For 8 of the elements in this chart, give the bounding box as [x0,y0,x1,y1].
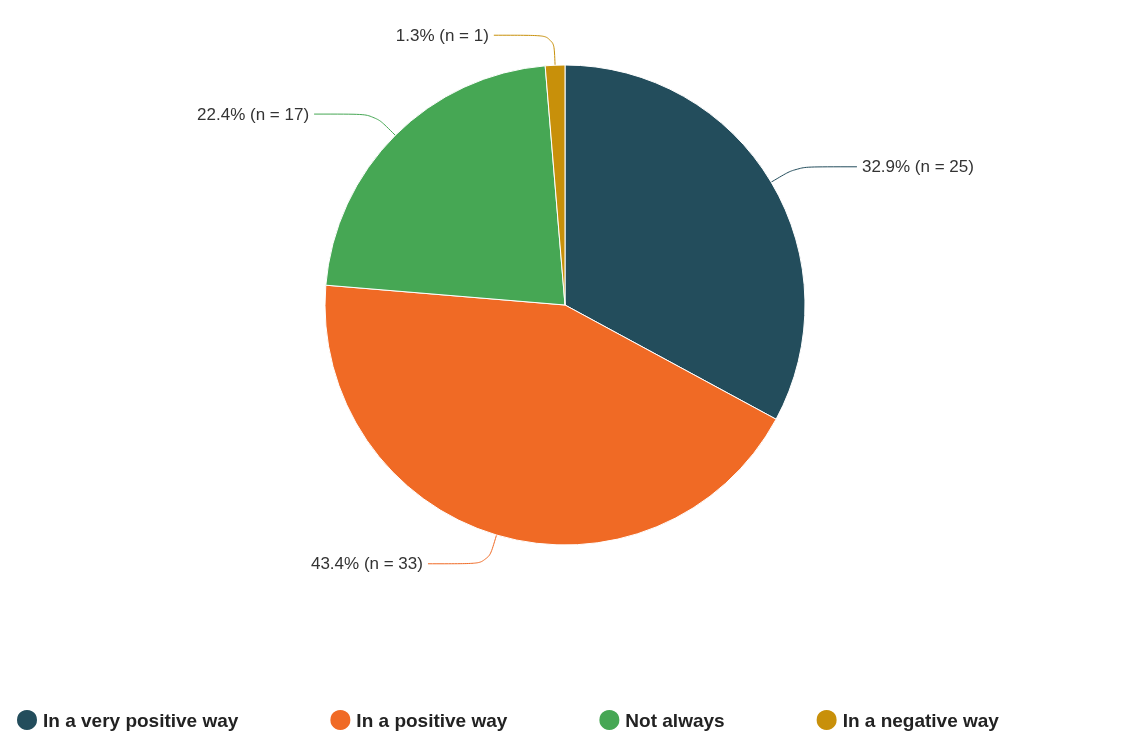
legend-label: In a positive way [356,709,508,731]
data-label: 32.9% (n = 25) [861,157,974,177]
legend-label: Not always [625,709,725,731]
legend-label: In a very positive way [43,709,239,731]
data-label: 22.4% (n = 17) [197,104,310,124]
legend-label: In a negative way [842,709,1000,731]
data-label: 43.4% (n = 33) [310,554,423,574]
data-label: 1.3% (n = 1) [395,25,489,45]
